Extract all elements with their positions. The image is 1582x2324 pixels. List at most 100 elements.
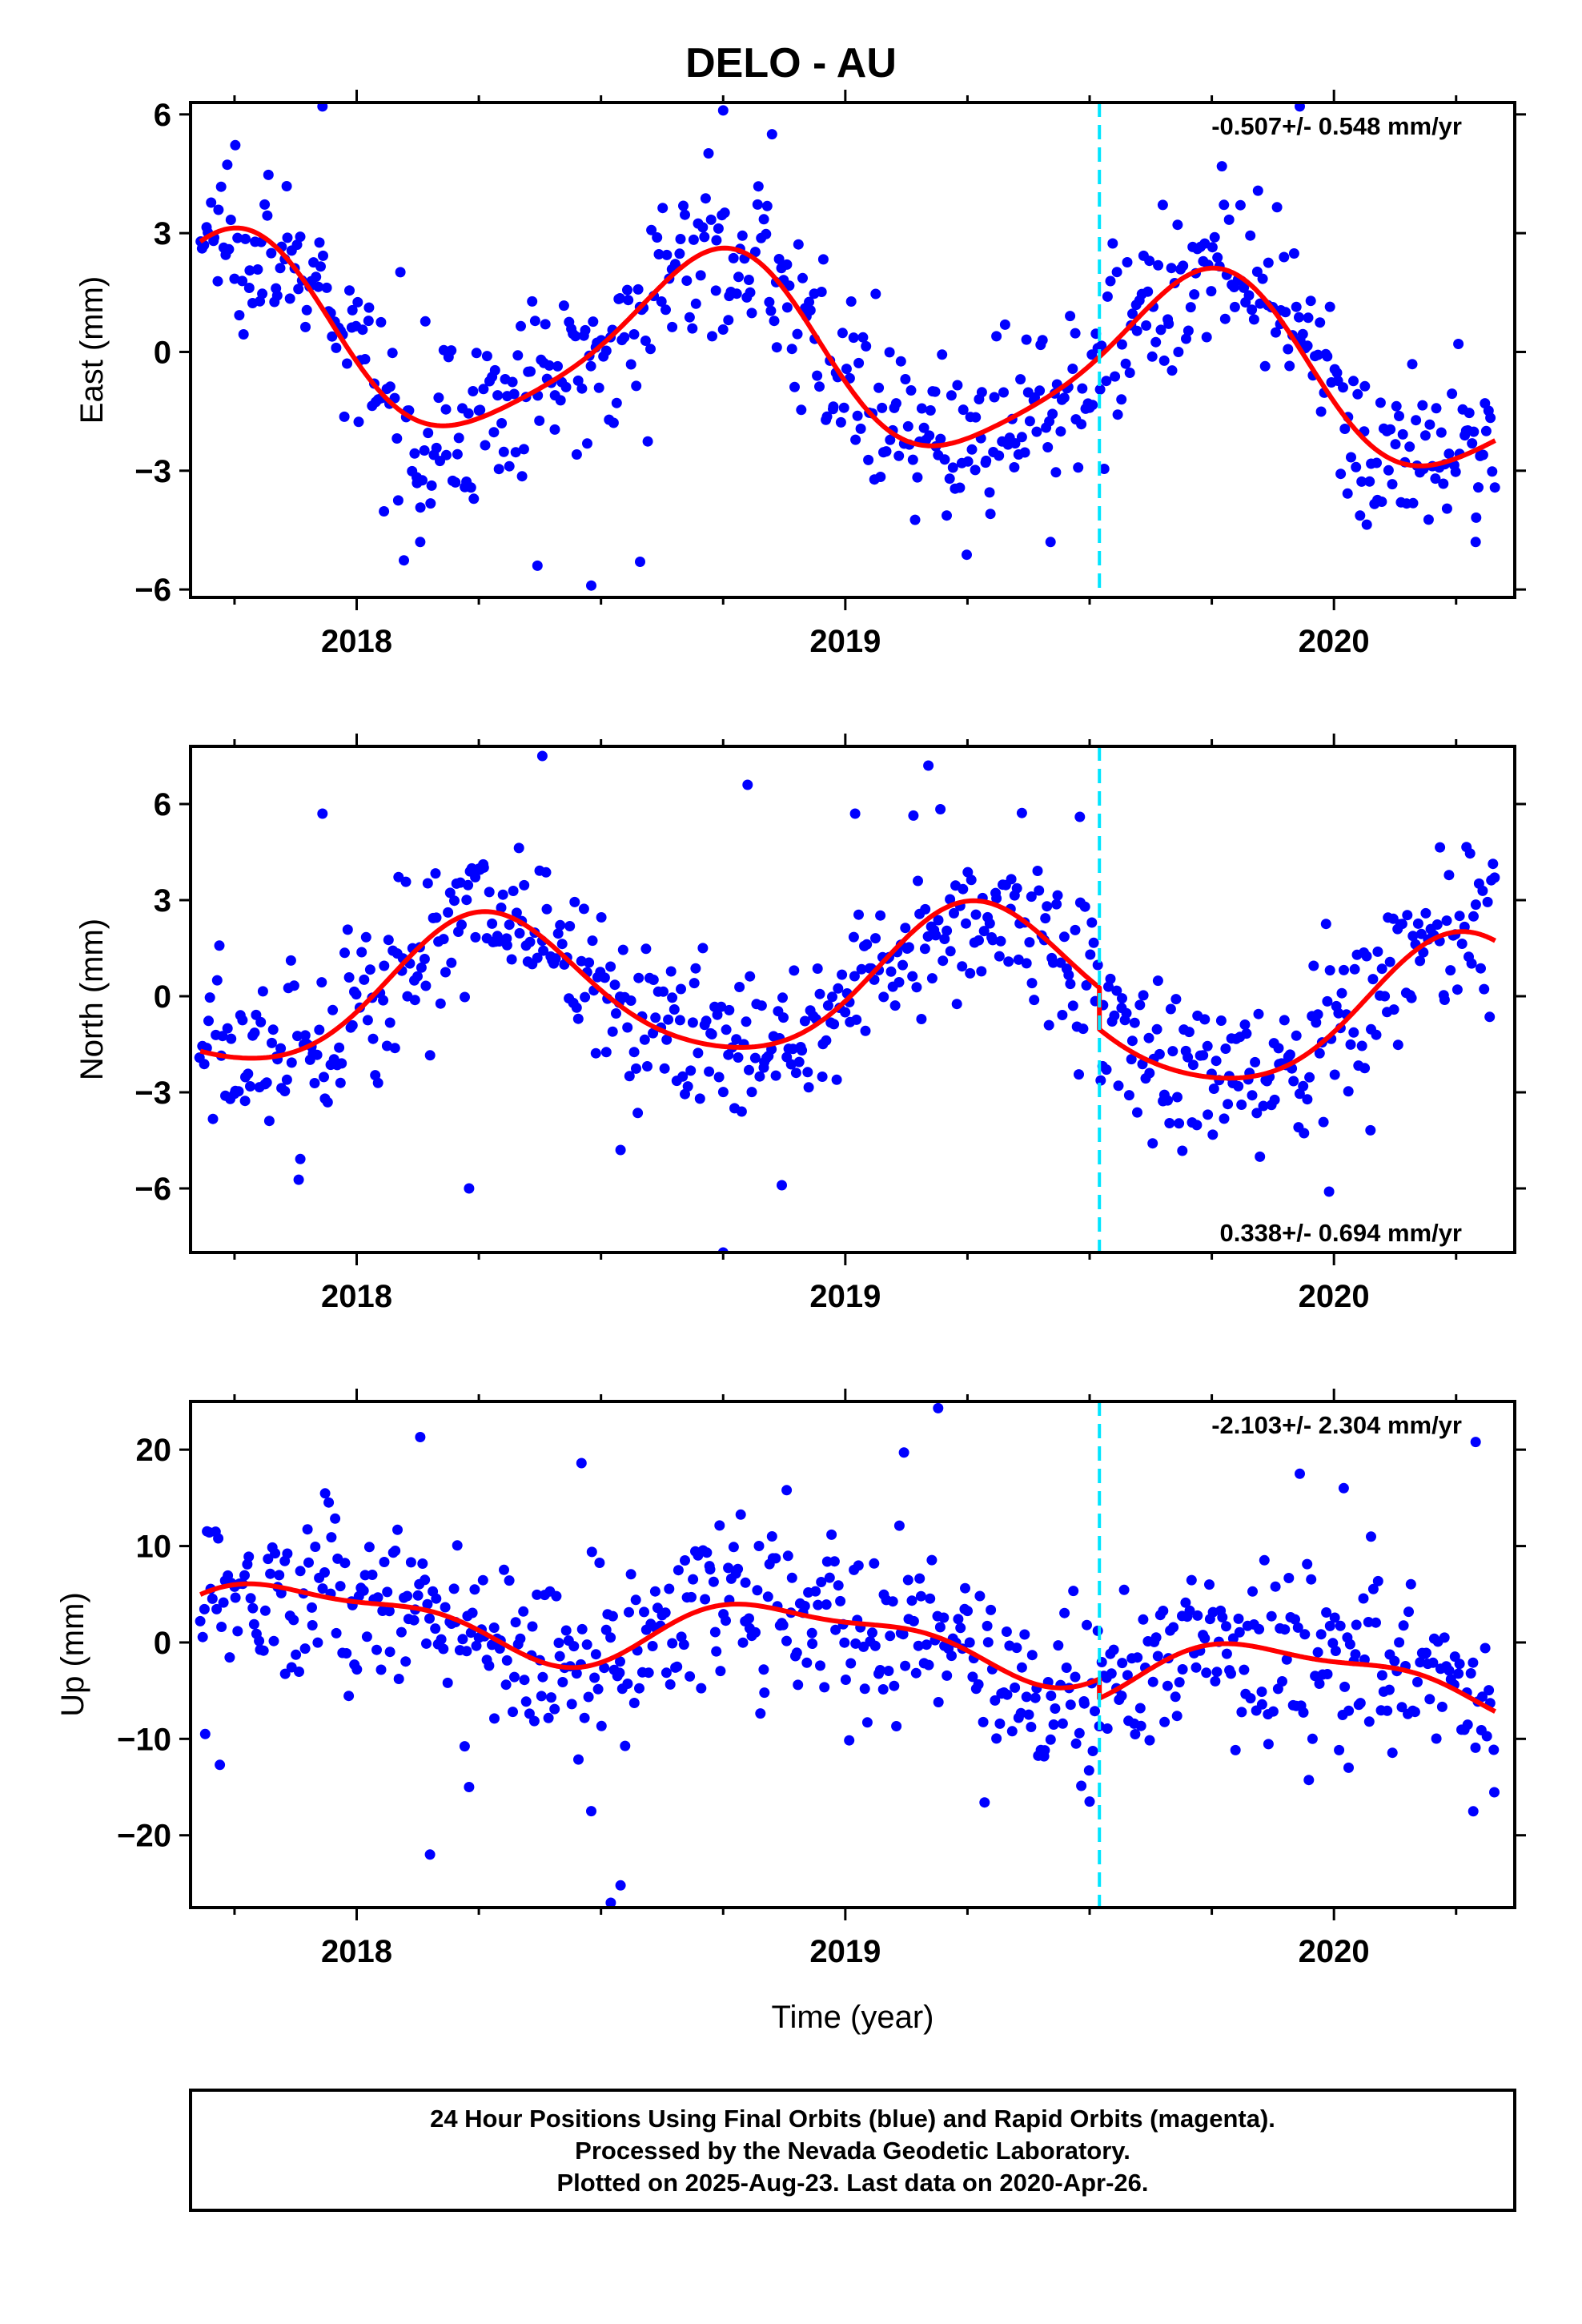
east-point xyxy=(622,284,632,296)
up-point xyxy=(1046,1691,1057,1701)
north-point xyxy=(1415,955,1426,967)
up-point xyxy=(417,1558,428,1569)
east-point xyxy=(468,493,480,505)
up-point xyxy=(307,1602,317,1613)
up-outlier-point xyxy=(1084,1796,1095,1807)
up-point xyxy=(1050,1703,1061,1714)
up-point xyxy=(801,1657,813,1668)
up-point xyxy=(1335,1620,1346,1631)
east-point xyxy=(781,302,793,313)
east-point xyxy=(441,449,452,460)
up-point xyxy=(1371,1617,1381,1628)
up-point xyxy=(199,1603,210,1614)
east-point xyxy=(363,316,374,327)
east-ytick-label: 3 xyxy=(154,216,171,251)
east-point xyxy=(1352,388,1363,400)
up-point xyxy=(1344,1638,1355,1650)
east-point xyxy=(478,384,489,395)
north-point xyxy=(1388,1004,1399,1015)
east-point xyxy=(1065,311,1076,322)
up-point xyxy=(1266,1610,1277,1622)
east-point xyxy=(885,434,896,445)
north-point xyxy=(572,1013,584,1024)
east-point xyxy=(1279,251,1290,263)
up-point xyxy=(589,1672,600,1683)
north-point xyxy=(501,939,512,951)
east-point xyxy=(814,381,825,392)
up-point xyxy=(457,1634,468,1645)
up-point xyxy=(371,1644,382,1655)
up-point xyxy=(302,1524,313,1535)
east-point xyxy=(1096,340,1107,352)
up-point xyxy=(408,1614,420,1626)
north-point xyxy=(648,975,659,985)
north-outlier-point xyxy=(742,779,753,790)
north-point xyxy=(1034,885,1045,896)
up-point xyxy=(1424,1694,1435,1705)
east-point xyxy=(947,462,958,473)
north-point xyxy=(622,1022,633,1033)
north-point xyxy=(336,1058,347,1069)
north-point xyxy=(199,1059,210,1070)
east-point xyxy=(327,331,338,342)
up-point xyxy=(1358,1593,1369,1604)
up-outlier-point xyxy=(1295,1468,1305,1479)
north-point xyxy=(1443,870,1455,881)
up-point xyxy=(1389,1655,1400,1667)
up-point xyxy=(528,1715,540,1727)
up-point xyxy=(1453,1668,1464,1679)
north-point xyxy=(785,1059,797,1070)
up-point xyxy=(696,1683,707,1694)
east-point xyxy=(409,448,420,459)
north-point xyxy=(1441,915,1452,927)
east-point xyxy=(1383,464,1394,476)
up-point xyxy=(402,1590,413,1602)
north-point xyxy=(640,943,652,955)
up-point xyxy=(599,1663,610,1674)
up-point xyxy=(661,1667,672,1679)
north-point xyxy=(930,930,942,941)
east-point xyxy=(688,234,699,245)
up-point xyxy=(615,1656,625,1667)
east-point xyxy=(667,321,678,332)
east-point xyxy=(954,482,966,493)
east-point xyxy=(632,283,644,295)
east-point xyxy=(937,349,948,360)
east-point xyxy=(206,197,217,208)
east-point xyxy=(555,395,566,406)
east-point xyxy=(1271,327,1281,338)
up-point xyxy=(274,1570,285,1581)
up-point xyxy=(978,1716,989,1727)
north-point xyxy=(1402,910,1413,921)
east-point xyxy=(966,444,978,455)
east-point xyxy=(761,200,773,211)
east-point xyxy=(753,181,764,192)
up-outlier-point xyxy=(576,1458,587,1469)
east-point xyxy=(999,319,1010,330)
north-point xyxy=(1251,1108,1263,1119)
east-point xyxy=(1107,238,1118,249)
east-point xyxy=(1010,438,1021,449)
north-point xyxy=(658,986,669,997)
north-point xyxy=(372,1077,383,1088)
north-point xyxy=(978,926,990,937)
up-point xyxy=(1465,1668,1476,1679)
north-point xyxy=(1299,1128,1310,1139)
east-point xyxy=(1219,313,1231,324)
east-outlier-point xyxy=(1045,537,1056,548)
east-point xyxy=(314,237,325,248)
north-point xyxy=(580,991,591,1003)
up-point xyxy=(744,1613,754,1624)
east-point xyxy=(1120,358,1131,369)
north-point xyxy=(1372,946,1383,957)
east-point xyxy=(935,433,946,444)
north-point xyxy=(717,1087,729,1098)
north-point xyxy=(976,966,987,977)
east-point xyxy=(745,287,756,298)
north-point xyxy=(322,1096,333,1108)
up-point xyxy=(1230,1744,1241,1755)
east-point xyxy=(281,181,292,191)
up-outlier-point xyxy=(898,1447,909,1458)
up-point xyxy=(1147,1676,1158,1687)
north-point xyxy=(741,1016,752,1027)
